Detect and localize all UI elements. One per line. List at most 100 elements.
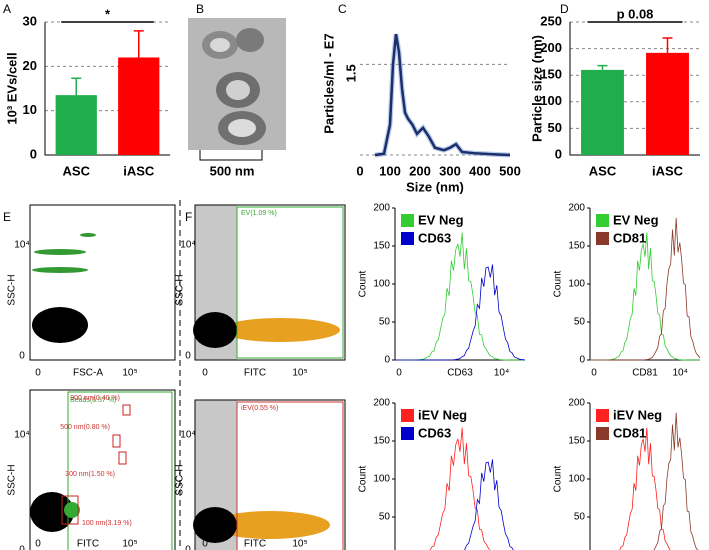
- x-tick: 0: [35, 368, 41, 379]
- panel-letter: E: [3, 210, 11, 224]
- panel-letter: B: [196, 2, 204, 16]
- y-tick-label: 100: [540, 93, 562, 108]
- panel-letter: C: [338, 2, 347, 16]
- x-tick-label: iASC: [123, 163, 155, 178]
- legend-label: iEV Neg: [613, 407, 662, 422]
- histogram: [464, 459, 514, 550]
- scale-label: 500 nm: [210, 163, 255, 178]
- y-tick-label: 250: [540, 13, 562, 28]
- y-tick-label: 200: [540, 40, 562, 55]
- panel-letter: D: [560, 2, 569, 16]
- x-tick: 10⁵: [122, 368, 137, 379]
- legend-label: iEV Neg: [418, 407, 467, 422]
- legend-label: CD81: [613, 425, 646, 440]
- histogram: [429, 427, 491, 550]
- x-tick: 10⁵: [292, 539, 307, 550]
- y-label: Count: [358, 270, 369, 297]
- legend-swatch: [401, 232, 414, 245]
- y-tick: 10⁴: [180, 240, 195, 251]
- annotation: p 0.08: [617, 6, 654, 21]
- y-tick: 0: [19, 545, 25, 550]
- bar: [581, 69, 624, 155]
- x-tick-label: 10⁴: [672, 368, 687, 379]
- x-label: FSC-A: [73, 368, 103, 379]
- y-tick-label: 0: [579, 355, 585, 366]
- y-tick-label: 200: [568, 398, 585, 409]
- y-label: Count: [553, 270, 564, 297]
- axis: [589, 403, 591, 550]
- y-tick: 0: [19, 351, 25, 362]
- y-tick-label: 20: [23, 58, 37, 73]
- legend-swatch: [596, 427, 609, 440]
- y-tick-label: 150: [373, 436, 390, 447]
- x-label: Size (nm): [406, 179, 464, 194]
- error-bar: [71, 77, 82, 96]
- histogram: [589, 232, 701, 361]
- histogram: [394, 232, 526, 361]
- histogram: [619, 427, 671, 550]
- gate-label: iEV(0.55 %): [241, 405, 278, 412]
- y-label: SSC-H: [7, 274, 18, 305]
- y-tick-label: 150: [540, 67, 562, 82]
- x-tick-label: ASC: [63, 163, 91, 178]
- y-label: Count: [553, 465, 564, 492]
- x-tick: 0: [35, 539, 41, 550]
- legend-label: EV Neg: [418, 212, 464, 227]
- y-tick: 10⁴: [14, 240, 29, 251]
- panel-letter: A: [3, 2, 11, 16]
- x-label: CD81: [632, 368, 658, 379]
- histogram: [395, 264, 526, 361]
- y-tick-label: 0: [384, 355, 390, 366]
- scale-bar: [199, 150, 263, 161]
- axis: [394, 403, 396, 550]
- x-tick-label: ASC: [589, 163, 617, 178]
- y-label: Count: [358, 465, 369, 492]
- y-tick-label: 150: [568, 436, 585, 447]
- gate-label: 500 nm(0.80 %): [60, 424, 110, 431]
- legend-label: CD63: [418, 230, 451, 245]
- panel-letter: F: [185, 210, 192, 224]
- bar: [118, 57, 160, 155]
- histogram: [590, 217, 701, 361]
- gate-label: Beads(6.57 %): [70, 397, 116, 404]
- y-tick-label: 50: [574, 512, 586, 523]
- y-tick-label: 100: [373, 474, 390, 485]
- x-tick-label: 300: [439, 163, 461, 178]
- y-tick-label: 200: [373, 398, 390, 409]
- y-label: Particle size (nm): [529, 35, 544, 142]
- y-label: 10³ EVs/cell: [4, 52, 19, 124]
- x-tick-label: 100: [379, 163, 401, 178]
- legend-label: EV Neg: [613, 212, 659, 227]
- y-tick-label: 100: [568, 474, 585, 485]
- x-tick-label: 200: [409, 163, 431, 178]
- legend-swatch: [596, 232, 609, 245]
- y-label: Particles/ml - E7: [321, 33, 336, 133]
- legend-label: CD81: [613, 230, 646, 245]
- y-tick-label: 50: [379, 512, 391, 523]
- y-tick-label: 10: [23, 102, 37, 117]
- y-tick-label: 50: [548, 120, 562, 135]
- y-tick-label: 100: [373, 279, 390, 290]
- x-tick: 10⁵: [292, 368, 307, 379]
- legend-swatch: [596, 214, 609, 227]
- y-tick-label: 0: [30, 146, 37, 161]
- annotation: *: [105, 6, 111, 21]
- bar: [55, 95, 97, 155]
- y-tick-label: 200: [373, 203, 390, 214]
- error-bar: [133, 30, 144, 58]
- x-label: FITC: [244, 368, 266, 379]
- x-tick: 0: [202, 539, 208, 550]
- tem-image: [188, 18, 286, 150]
- x-label: CD63: [447, 368, 473, 379]
- x-tick-label: 0: [356, 163, 363, 178]
- y-tick-label: 50: [574, 317, 586, 328]
- y-tick-label: 30: [23, 13, 37, 28]
- y-tick: 0: [185, 351, 191, 362]
- x-label: FITC: [77, 539, 99, 550]
- y-tick-label: 150: [568, 241, 585, 252]
- x-tick-label: 10⁴: [494, 368, 509, 379]
- x-tick: 10⁵: [122, 539, 137, 550]
- y-tick: 0: [185, 545, 191, 550]
- line: [374, 33, 511, 157]
